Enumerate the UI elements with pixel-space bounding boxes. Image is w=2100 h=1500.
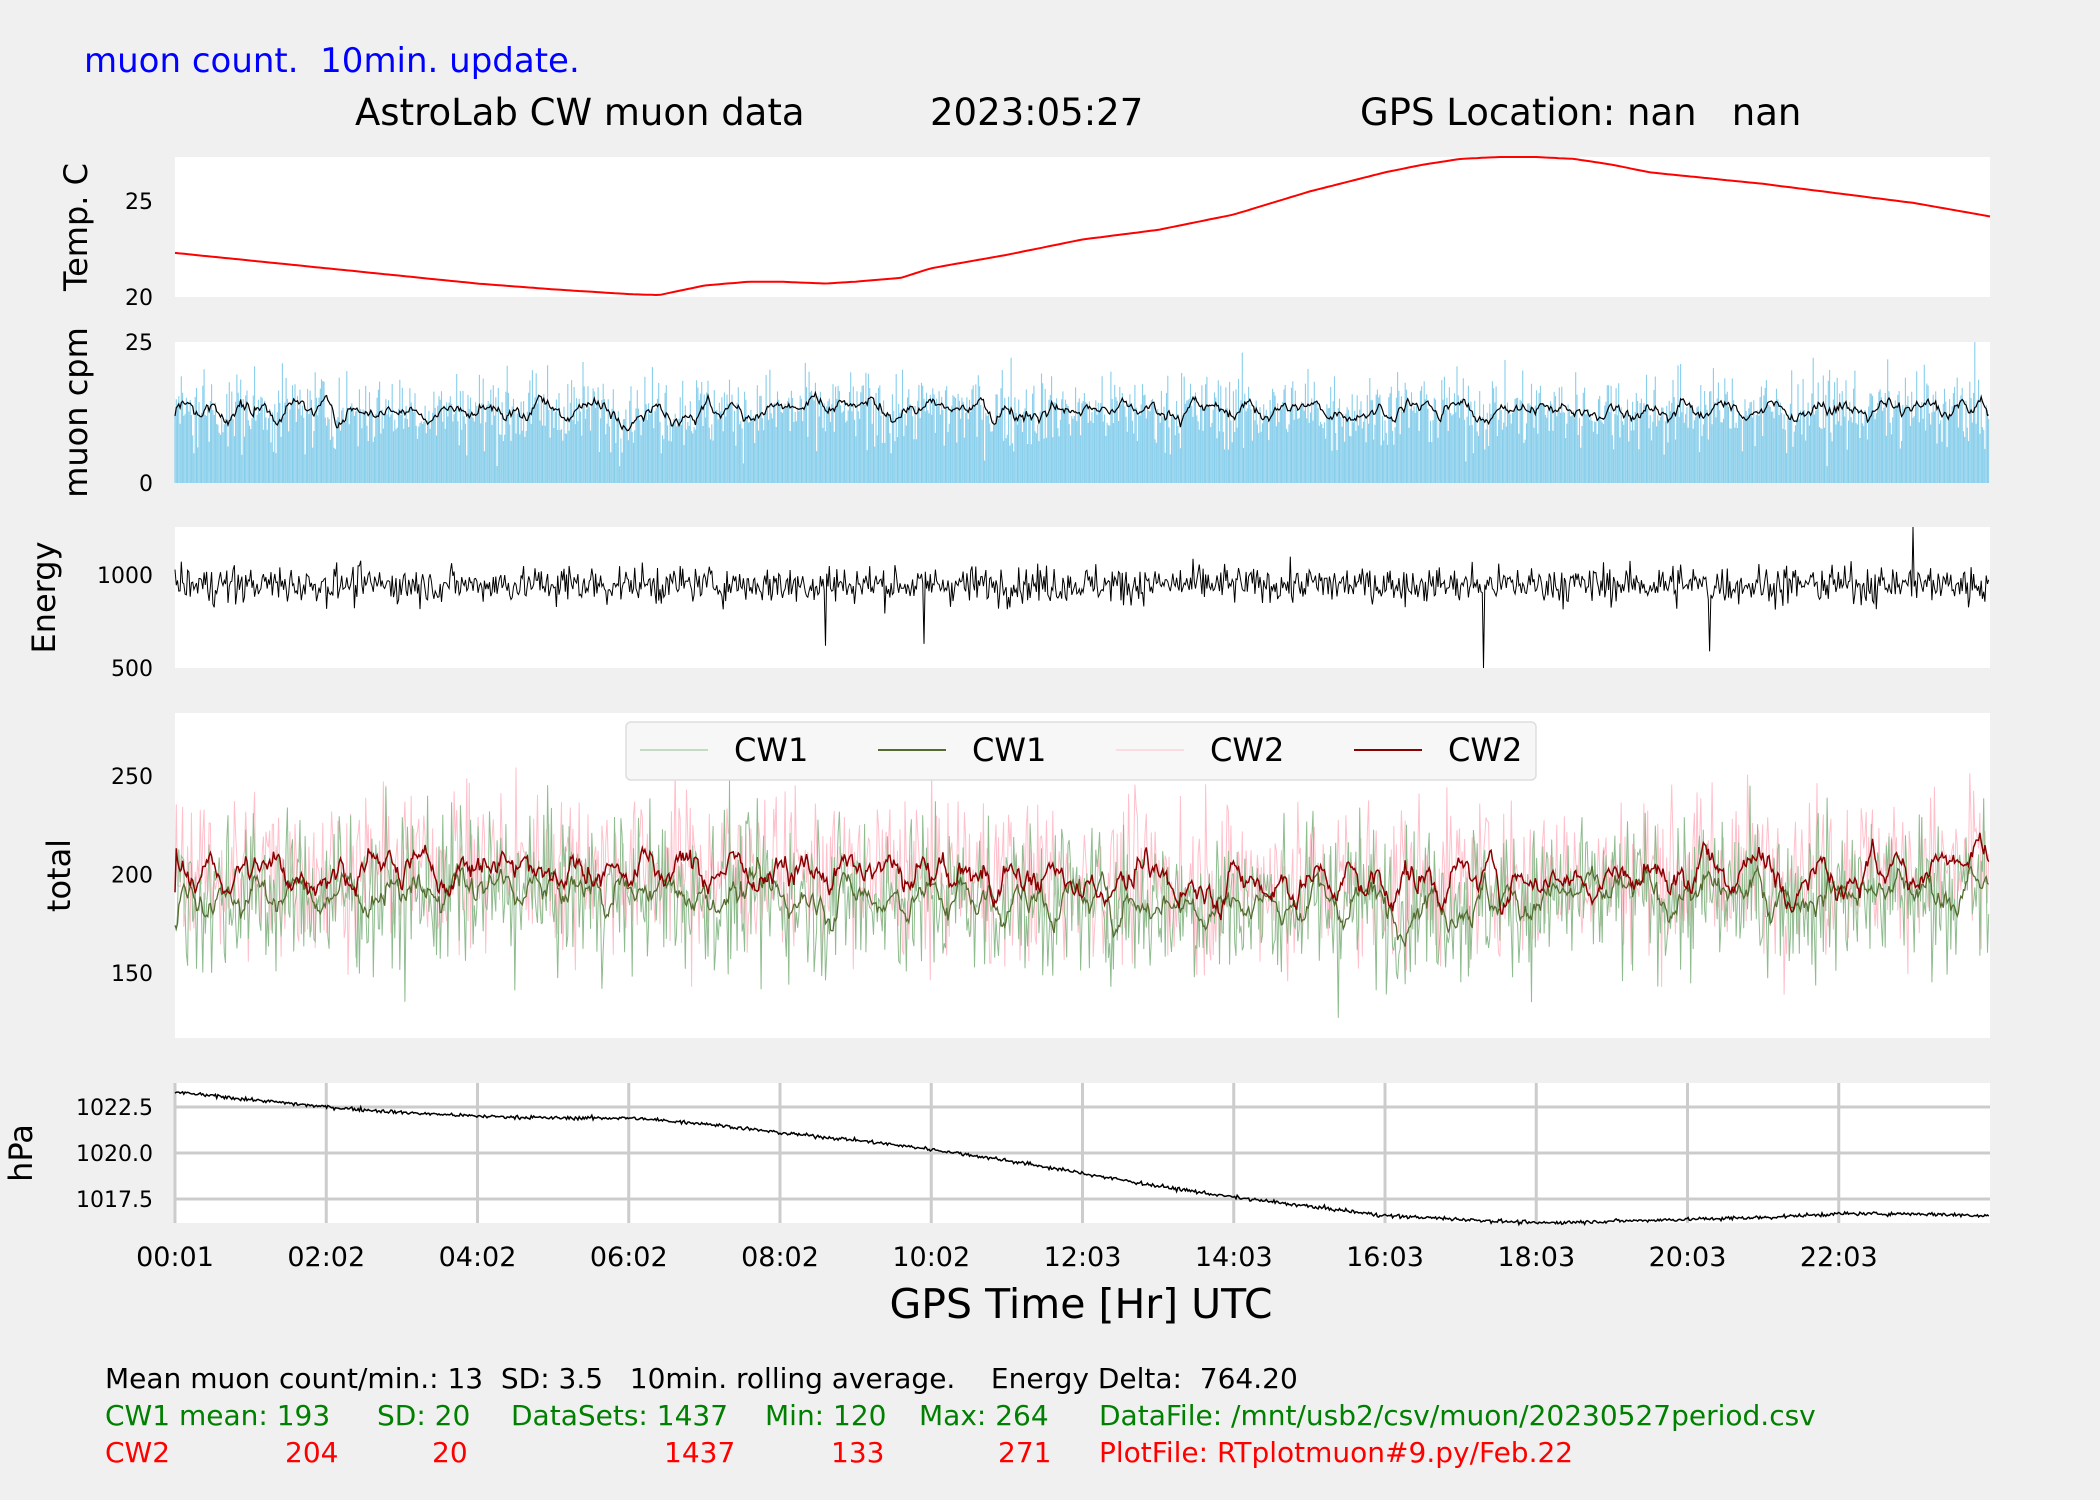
- cw2-rolling-line: [174, 832, 1990, 921]
- data-file: DataFile: /mnt/usb2/csv/muon/20230527per…: [1099, 1399, 1816, 1432]
- cw1-mean: CW1 mean: 193: [105, 1399, 331, 1432]
- energy-line: [174, 526, 1990, 669]
- x-axis-label: GPS Time [Hr] UTC: [890, 1280, 1273, 1328]
- x-tick-label: 04:02: [439, 1242, 517, 1273]
- footer-summary: Mean muon count/min.: 13 SD: 3.5 10min. …: [105, 1362, 1298, 1395]
- x-tick-label: 12:03: [1044, 1242, 1122, 1273]
- cw1-min: Min: 120: [765, 1399, 887, 1432]
- plot-file: PlotFile: RTplotmuon#9.py/Feb.22: [1099, 1436, 1574, 1469]
- y-tick-label: 25: [125, 331, 153, 356]
- x-tick-label: 08:02: [741, 1242, 819, 1273]
- plot-area: [175, 157, 1990, 297]
- plot-area: [175, 527, 1990, 668]
- x-tick-label: 06:02: [590, 1242, 668, 1273]
- panel-1: 20 25 Temp. C: [57, 157, 1990, 311]
- cw1-sd: SD: 20: [377, 1399, 471, 1432]
- x-tick-label: 22:03: [1800, 1242, 1878, 1273]
- muon-rolling-average-line: [174, 390, 1989, 432]
- cw1-raw-line: [174, 778, 1990, 1018]
- gps-location: GPS Location: nan nan: [1360, 91, 1802, 134]
- y-tick-label: 150: [111, 962, 153, 987]
- legend: CW1 CW1 CW2 CW2: [625, 721, 1537, 781]
- y-tick-label: 20: [125, 286, 153, 311]
- cw2-sd: 20: [432, 1436, 468, 1469]
- muon-count-bars: [174, 342, 1990, 483]
- y-axis-label: Temp. C: [57, 163, 95, 292]
- x-tick-label: 18:03: [1497, 1242, 1575, 1273]
- y-tick-label: 1022.5: [76, 1096, 153, 1121]
- legend-label: CW2: [1210, 731, 1284, 769]
- pressure-line: [174, 1090, 1990, 1227]
- cw2-raw-line: [174, 765, 1990, 995]
- cw2-mean: 204: [285, 1436, 339, 1469]
- legend-label: CW1: [972, 731, 1046, 769]
- legend-label: CW1: [734, 731, 808, 769]
- x-tick-label: 10:02: [892, 1242, 970, 1273]
- legend-label: CW2: [1448, 731, 1522, 769]
- y-tick-label: 1020.0: [76, 1142, 153, 1167]
- y-axis-label: total: [40, 839, 78, 912]
- cw2-max: 271: [998, 1436, 1052, 1469]
- cw2-datasets: 1437: [664, 1436, 736, 1469]
- chart-date: 2023:05:27: [930, 91, 1144, 134]
- y-tick-label: 500: [111, 657, 153, 682]
- muon-figure: 20 25 Temp. C 0 25 muon cpm 500 1000 Energy 150 20…: [2, 156, 1991, 1328]
- y-tick-label: 1017.5: [76, 1188, 153, 1213]
- y-tick-label: 200: [111, 864, 153, 889]
- cw2-min: 133: [831, 1436, 885, 1469]
- legend-box: [625, 721, 1537, 781]
- y-tick-label: 1000: [97, 564, 153, 589]
- x-tick-label: 20:03: [1649, 1242, 1727, 1273]
- x-tick-label: 14:03: [1195, 1242, 1273, 1273]
- cw1-datasets: DataSets: 1437: [511, 1399, 729, 1432]
- temperature-line: [174, 156, 1991, 297]
- y-tick-label: 250: [111, 765, 153, 790]
- chart-title: AstroLab CW muon data: [355, 91, 805, 134]
- cw1-max: Max: 264: [919, 1399, 1049, 1432]
- cw2-label: CW2: [105, 1436, 171, 1469]
- y-tick-label: 25: [125, 190, 153, 215]
- pressure-grid: [173, 1083, 1990, 1223]
- x-tick-label: 00:01: [136, 1242, 214, 1273]
- y-tick-label: 0: [139, 472, 153, 497]
- panels: 20 25 Temp. C 0 25 muon cpm 500 1000 Energy 150 20…: [2, 156, 1991, 1273]
- panel-3: 500 1000 Energy: [25, 527, 1990, 682]
- y-axis-label: muon cpm: [57, 327, 95, 498]
- x-tick-label: 16:03: [1346, 1242, 1424, 1273]
- y-axis-label: Energy: [25, 541, 63, 653]
- y-axis-label: hPa: [2, 1124, 40, 1182]
- x-tick-label: 02:02: [287, 1242, 365, 1273]
- update-note: muon count. 10min. update.: [84, 41, 580, 81]
